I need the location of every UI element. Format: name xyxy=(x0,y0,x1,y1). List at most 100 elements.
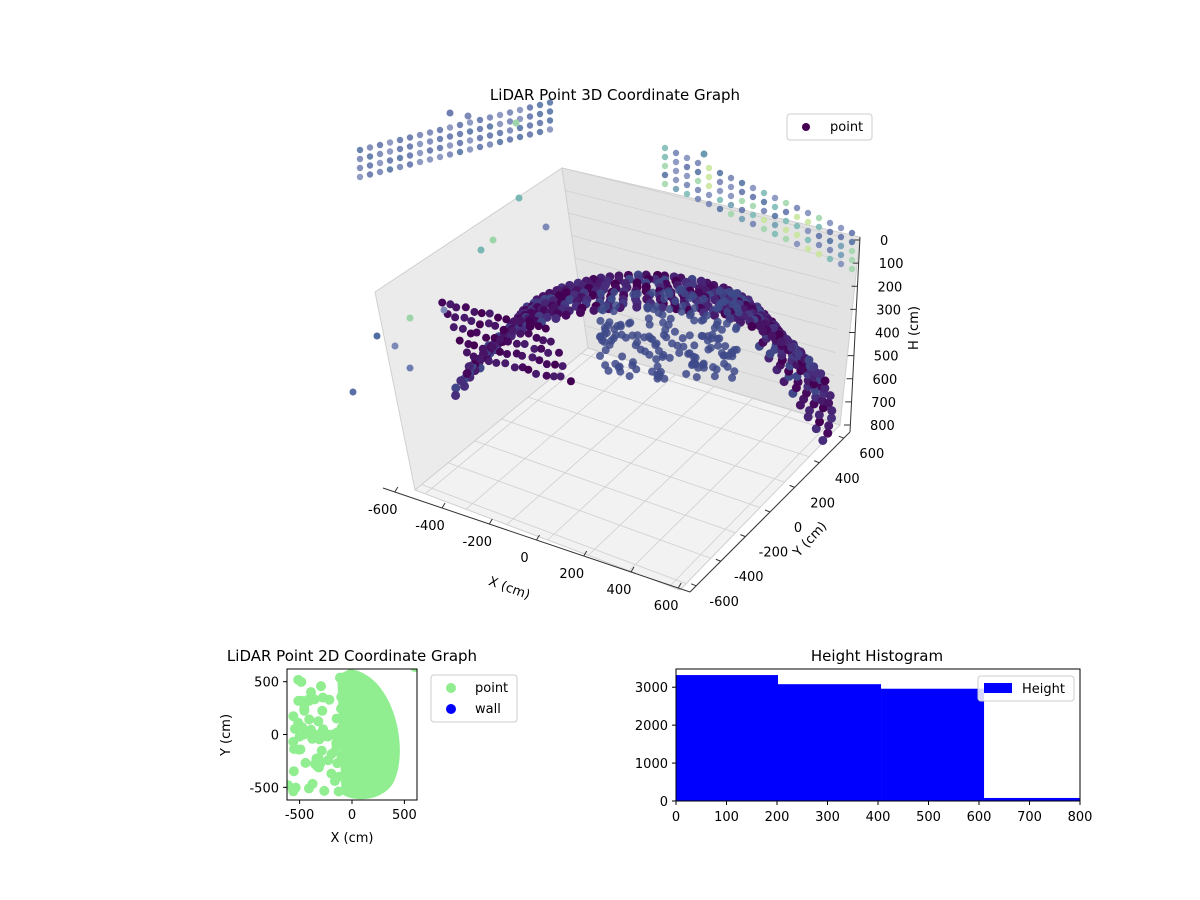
chart-3d-point xyxy=(716,169,724,177)
chart-2d-point xyxy=(293,695,304,706)
chart-3d-point xyxy=(554,348,563,357)
chart-3d-point xyxy=(818,435,828,445)
chart-3d-point xyxy=(760,225,768,233)
chart-3d-point xyxy=(793,349,803,359)
chart-3d-point xyxy=(720,351,729,360)
chart-3d-gridline-y xyxy=(527,396,785,483)
chart-3d-point xyxy=(643,304,652,313)
chart-3d-xtick-label: -600 xyxy=(368,503,398,518)
chart-3d-ztick-label: 200 xyxy=(878,280,903,295)
chart-3d-xtick-label: 600 xyxy=(654,599,679,614)
chart-3d-point xyxy=(616,367,625,376)
chart-3d-point xyxy=(710,310,720,320)
chart-3d-point xyxy=(536,110,544,118)
chart-3d-point xyxy=(356,173,364,181)
chart-3d-point xyxy=(805,405,815,415)
chart-2d-point xyxy=(317,705,328,716)
chart-3d-ztick-label: 800 xyxy=(870,419,895,434)
chart-3d-point xyxy=(848,247,856,255)
chart-3d-point xyxy=(476,116,484,124)
chart-3d-ytick-label: 600 xyxy=(859,447,884,462)
chart-3d-point xyxy=(749,211,757,219)
chart-3d-point xyxy=(782,226,790,234)
chart-3d-point xyxy=(386,157,394,164)
chart-3d-point xyxy=(504,337,513,346)
chart-3d-point xyxy=(466,137,474,144)
chart-3d-point xyxy=(544,348,553,357)
chart-3d-xtick-mark xyxy=(677,582,682,589)
chart-3d-point xyxy=(484,357,493,366)
chart-2d-point xyxy=(326,749,337,760)
chart-3d-xtick-mark xyxy=(488,518,493,525)
chart-3d-point xyxy=(488,343,497,352)
histogram-xtick-label: 700 xyxy=(1017,810,1042,825)
chart-3d-point xyxy=(640,347,649,356)
chart-3d-point xyxy=(499,325,508,334)
chart-2d-point xyxy=(288,711,299,722)
chart-3d-point xyxy=(667,339,676,348)
chart-3d-point xyxy=(777,337,787,347)
chart-3d-point xyxy=(426,147,434,154)
chart-3d-xtick-label: 200 xyxy=(559,567,584,582)
chart-3d-xtick-label: -400 xyxy=(415,519,445,534)
chart-3d-point xyxy=(466,128,474,135)
chart-3d-point xyxy=(546,337,555,346)
chart-3d-point xyxy=(749,220,757,228)
chart-3d-gridline-z xyxy=(571,235,839,307)
chart-3d-point xyxy=(771,203,779,211)
chart-2d-point xyxy=(338,698,349,709)
histogram-ticks: 0 100 200 300 400 500 600 700 800 0 1000 2000 3000 xyxy=(635,681,1093,825)
chart-2d-point xyxy=(288,766,299,777)
chart-3d-point xyxy=(670,327,679,336)
chart-3d-point xyxy=(727,201,735,209)
chart-2d-point xyxy=(326,768,337,779)
chart-3d-point xyxy=(478,344,487,353)
chart-3d-point xyxy=(491,321,500,330)
chart-3d-point xyxy=(654,308,663,317)
chart-3d-point xyxy=(526,113,534,120)
chart-3d-point xyxy=(534,322,543,331)
chart-3d-point xyxy=(815,241,823,249)
histogram-legend-swatch xyxy=(984,683,1012,693)
chart-3d-ytick-mark xyxy=(814,460,820,464)
chart-3d-point xyxy=(526,104,534,111)
chart-3d-z-axis xyxy=(849,236,861,433)
chart-3d-point xyxy=(462,369,472,379)
chart-3d-point xyxy=(804,245,812,253)
chart-3d-point xyxy=(837,242,845,250)
chart-3d-point xyxy=(416,131,424,139)
chart-3d-point xyxy=(349,388,357,396)
chart-3d-ztick-label: 100 xyxy=(879,257,904,272)
chart-3d-point xyxy=(501,359,510,368)
chart-2d-point xyxy=(331,713,342,724)
chart-3d-point xyxy=(609,307,618,316)
histogram-bar xyxy=(778,684,882,801)
chart-3d-point xyxy=(464,112,472,120)
chart-3d-point xyxy=(485,309,494,318)
chart-3d-point xyxy=(575,308,585,318)
chart-3d-point xyxy=(436,135,444,143)
chart-2d-title: LiDAR Point 2D Coordinate Graph xyxy=(227,647,477,665)
chart-3d-point xyxy=(826,255,834,263)
chart-3d-point xyxy=(660,374,669,383)
chart-3d-xtick-mark xyxy=(394,486,399,493)
chart-3d-point xyxy=(541,324,550,333)
chart-3d-gridline-y xyxy=(448,462,711,559)
chart-3d-point xyxy=(728,373,737,382)
chart-3d-point xyxy=(396,163,404,171)
chart-3d-point xyxy=(672,149,680,157)
chart-3d-xtick-mark xyxy=(630,566,635,573)
chart-3d-point xyxy=(416,140,424,148)
chart-3d-point xyxy=(665,290,674,299)
chart-3d-point xyxy=(503,350,512,359)
chart-3d-point xyxy=(462,348,471,357)
chart-3d-point xyxy=(496,335,505,344)
chart-3d-point xyxy=(793,213,801,221)
chart-3d-point xyxy=(678,301,687,310)
chart-3d-point xyxy=(732,345,741,354)
chart-3d-point xyxy=(718,290,727,299)
chart-3d-point xyxy=(771,194,779,202)
chart-2d-point xyxy=(293,744,304,755)
chart-3d-ytick-label: 400 xyxy=(835,472,860,487)
